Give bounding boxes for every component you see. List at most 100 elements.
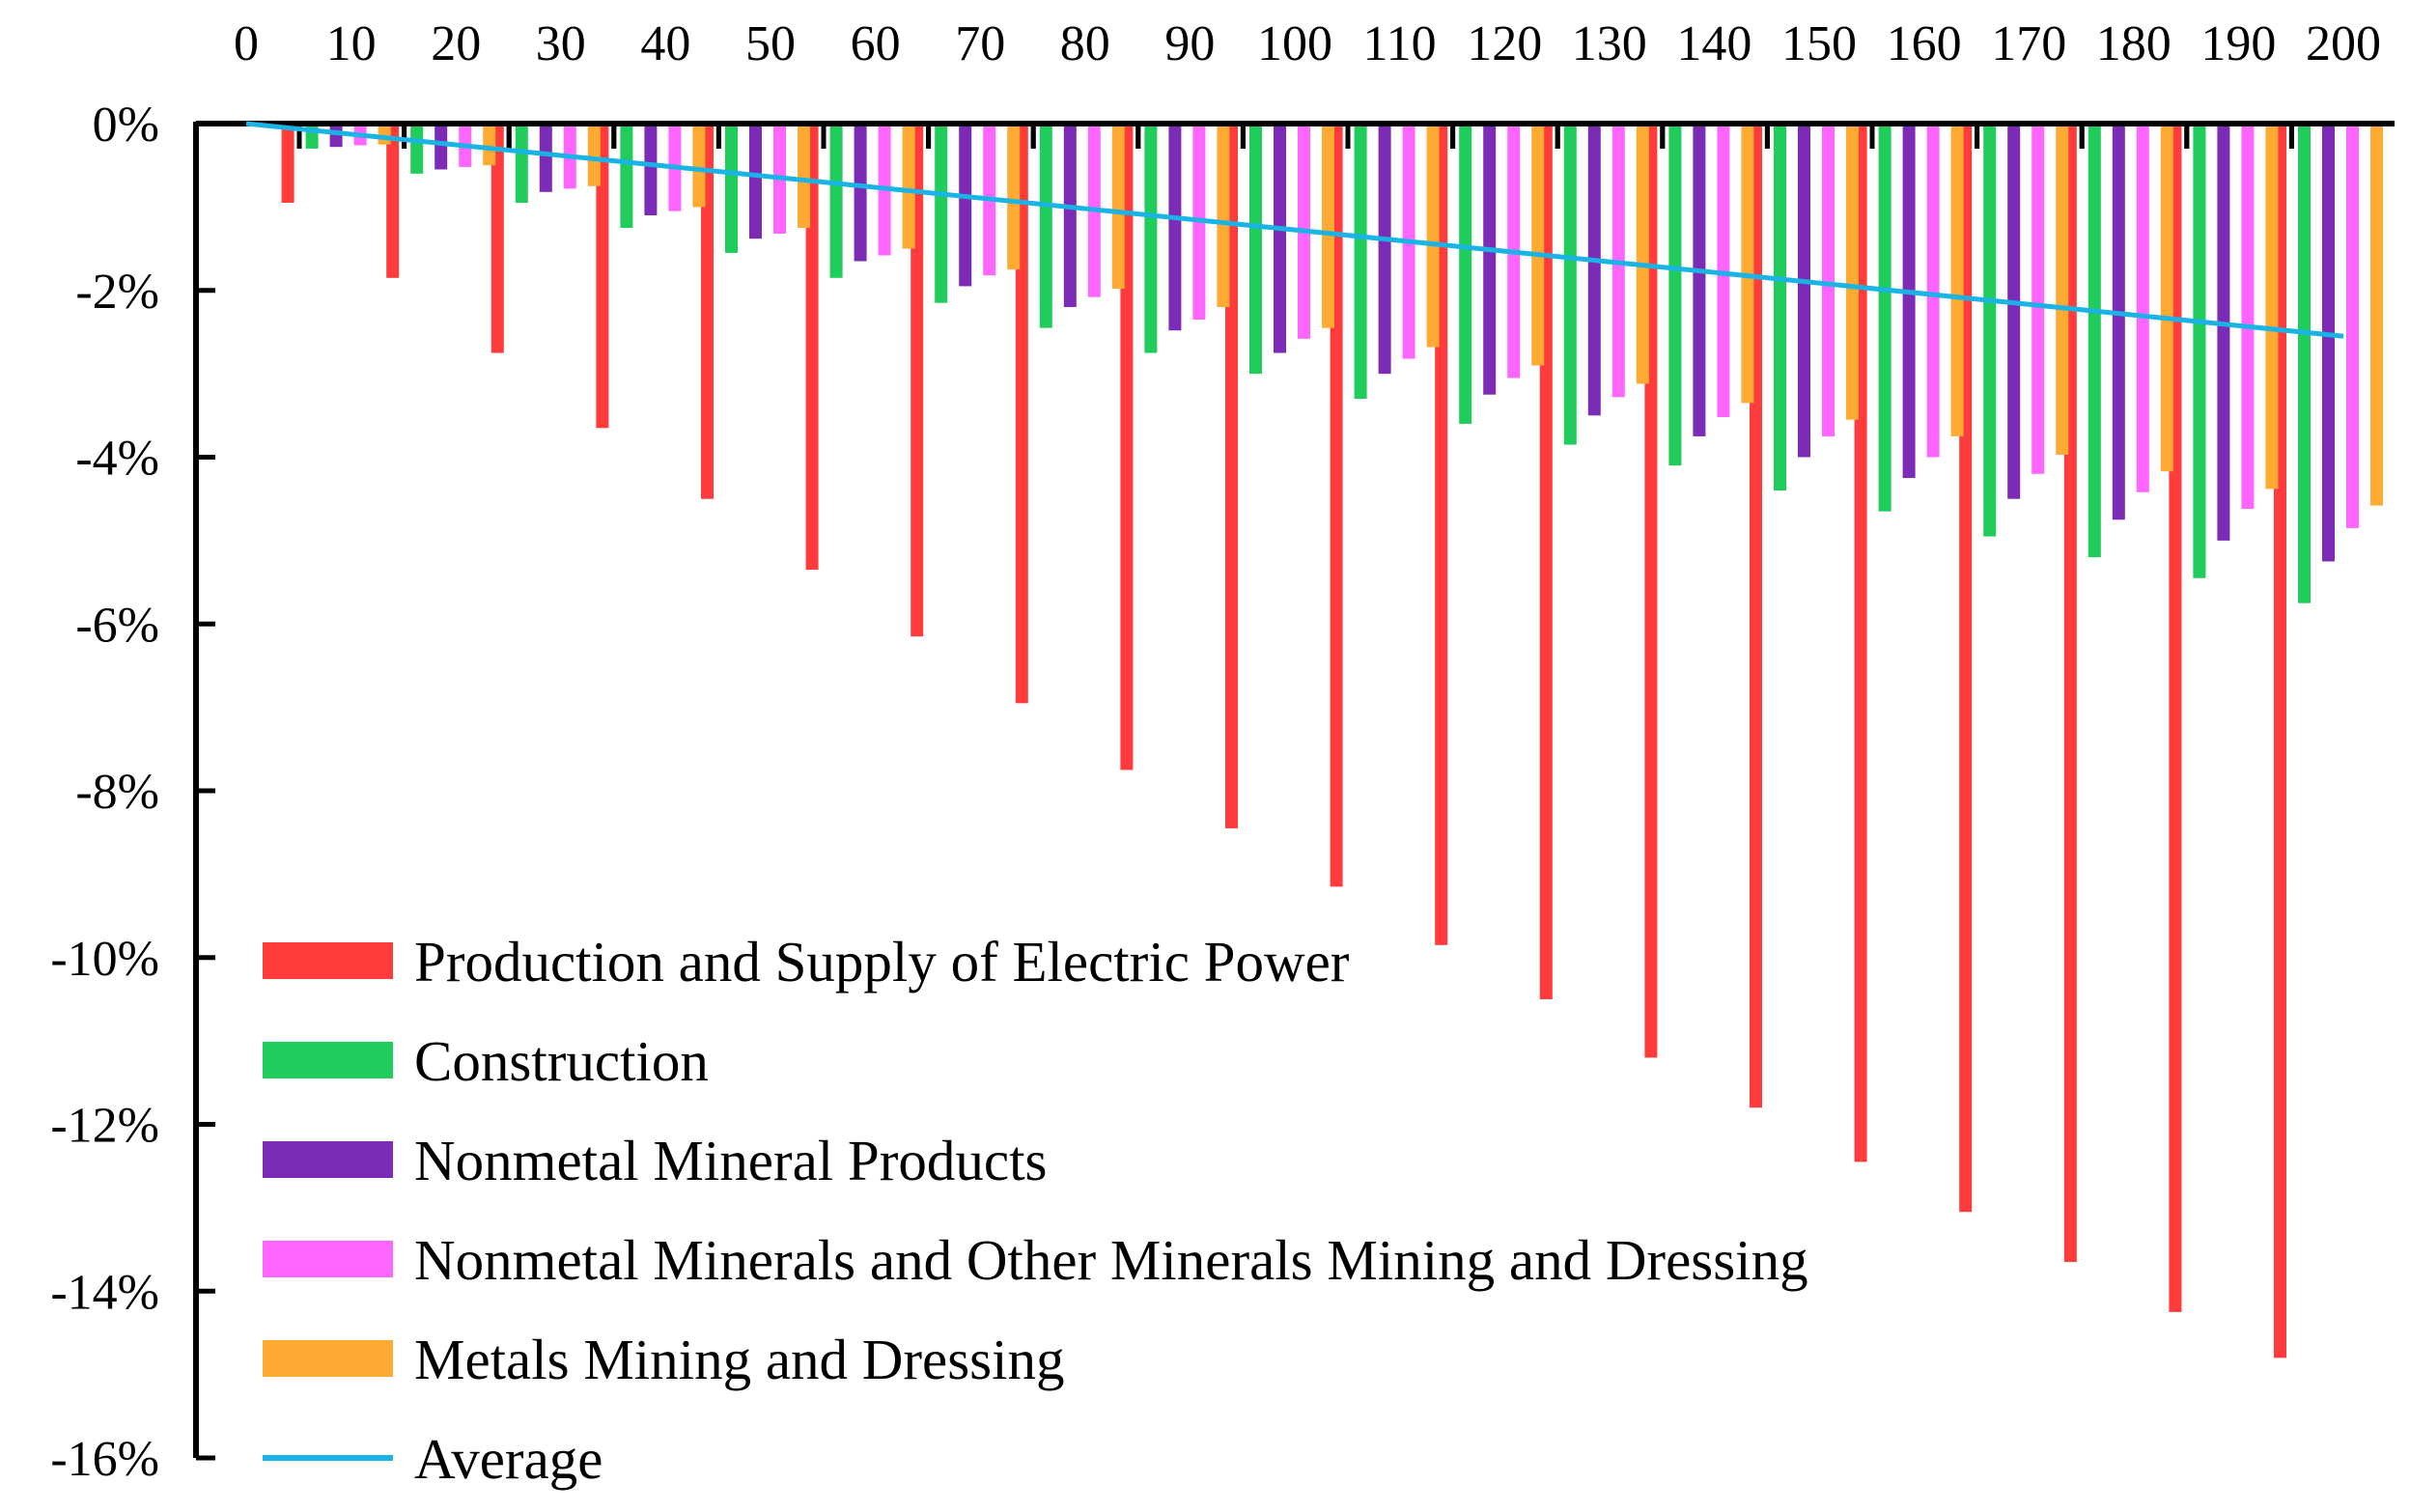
legend-item: Construction <box>263 1029 709 1093</box>
bar-1-1 <box>410 126 424 174</box>
bar-2-10 <box>1378 126 1391 375</box>
bar-1-18 <box>2193 126 2206 578</box>
bar-4-4 <box>798 126 810 228</box>
bar-4-9 <box>1322 126 1334 328</box>
bar-2-8 <box>1168 126 1182 331</box>
legend-item: Nonmetal Minerals and Other Minerals Min… <box>263 1228 1808 1292</box>
bar-4-2 <box>587 126 601 186</box>
y-tick-label: -12% <box>50 1099 159 1154</box>
legend-item: Production and Supply of Electric Power <box>263 930 1350 994</box>
axes-layer: 0% -2% -4% -6% -8% -10% -12% -14% -16% 0 10 20 30 40 5… <box>50 16 2395 1487</box>
legend-label: Nonmetal Mineral Products <box>414 1129 1047 1192</box>
legend: Production and Supply of Electric Power C… <box>263 930 1808 1491</box>
x-tick-label: 190 <box>2200 16 2276 71</box>
bar-0-0 <box>281 126 294 204</box>
bar-1-4 <box>725 126 738 253</box>
bar-2-1 <box>434 126 448 170</box>
y-tick-label: -16% <box>50 1432 159 1487</box>
bar-1-14 <box>1774 126 1786 491</box>
bar-4-8 <box>1217 126 1230 308</box>
x-tick-label: 150 <box>1781 16 1857 71</box>
bar-1-8 <box>1144 126 1158 353</box>
bar-0-6 <box>911 126 924 637</box>
legend-item: Metals Mining and Dressing <box>263 1328 1065 1391</box>
bar-1-10 <box>1354 126 1367 400</box>
average-line <box>245 121 2344 339</box>
bar-1-19 <box>2298 126 2311 603</box>
bar-2-15 <box>1902 126 1916 479</box>
x-tick-label: 100 <box>1257 16 1332 71</box>
bar-3-16 <box>2032 126 2045 474</box>
y-tick-label: -8% <box>75 765 159 820</box>
bar-2-2 <box>539 126 552 192</box>
legend-swatch <box>263 942 393 979</box>
bar-2-7 <box>1063 126 1077 308</box>
bar-2-19 <box>2322 126 2335 562</box>
bar-2-4 <box>749 126 762 239</box>
bar-0-3 <box>596 126 609 429</box>
bar-4-19 <box>2370 126 2383 506</box>
y-tick-label: -14% <box>50 1265 159 1320</box>
bar-2-18 <box>2217 126 2230 541</box>
bar-2-5 <box>854 126 867 262</box>
legend-swatch <box>263 1340 393 1377</box>
bar-2-11 <box>1483 126 1497 395</box>
x-tick-label: 110 <box>1363 16 1437 71</box>
bar-4-16 <box>2056 126 2069 455</box>
bar-4-17 <box>2160 126 2173 472</box>
bar-4-10 <box>1426 126 1440 348</box>
bar-1-12 <box>1563 126 1577 445</box>
bar-4-6 <box>1007 126 1021 270</box>
x-tick-label: 10 <box>326 16 377 71</box>
x-tick-label: 60 <box>851 16 901 71</box>
legend-label: Production and Supply of Electric Power <box>414 930 1350 994</box>
bar-1-5 <box>829 126 843 278</box>
y-tick-label: 0% <box>93 98 159 153</box>
bar-3-19 <box>2346 126 2359 528</box>
bar-4-5 <box>902 126 915 249</box>
y-tick-label: -2% <box>75 265 159 320</box>
bar-2-6 <box>959 126 972 287</box>
x-tick-label: 50 <box>745 16 796 71</box>
x-tick-label: 180 <box>2096 16 2172 71</box>
bar-2-12 <box>1587 126 1601 416</box>
bar-1-13 <box>1668 126 1682 466</box>
x-tick-label: 170 <box>1991 16 2066 71</box>
y-tick-label: -4% <box>75 432 159 487</box>
bar-1-15 <box>1878 126 1892 512</box>
bar-3-18 <box>2241 126 2255 510</box>
bar-2-9 <box>1274 126 1286 353</box>
legend-item: Average <box>263 1427 602 1491</box>
bar-1-17 <box>2088 126 2101 558</box>
bar-4-3 <box>692 126 706 208</box>
bar-4-14 <box>1846 126 1859 420</box>
legend-label: Average <box>414 1427 602 1491</box>
x-tick-label: 200 <box>2306 16 2381 71</box>
bar-0-1 <box>386 126 400 278</box>
bar-2-17 <box>2112 126 2125 520</box>
bar-1-9 <box>1249 126 1262 375</box>
legend-swatch <box>263 1042 393 1078</box>
bar-1-16 <box>1983 126 1997 537</box>
bar-2-13 <box>1693 126 1706 436</box>
legend-swatch <box>263 1141 393 1178</box>
bar-4-13 <box>1741 126 1754 404</box>
bar-2-14 <box>1798 126 1810 458</box>
bar-0-5 <box>805 126 819 571</box>
x-tick-label: 40 <box>640 16 690 71</box>
y-tick-label: -10% <box>50 932 159 987</box>
bar-1-6 <box>935 126 948 303</box>
bars-layer <box>281 126 2383 1358</box>
x-tick-label: 20 <box>431 16 481 71</box>
bar-4-15 <box>1950 126 1964 436</box>
x-tick-label: 160 <box>1887 16 1962 71</box>
legend-swatch <box>263 1241 393 1277</box>
bar-1-2 <box>515 126 528 204</box>
bar-0-2 <box>490 126 504 353</box>
bar-4-7 <box>1111 126 1125 290</box>
x-tick-label: 90 <box>1164 16 1215 71</box>
bar-1-3 <box>620 126 633 228</box>
x-tick-label: 80 <box>1060 16 1110 71</box>
